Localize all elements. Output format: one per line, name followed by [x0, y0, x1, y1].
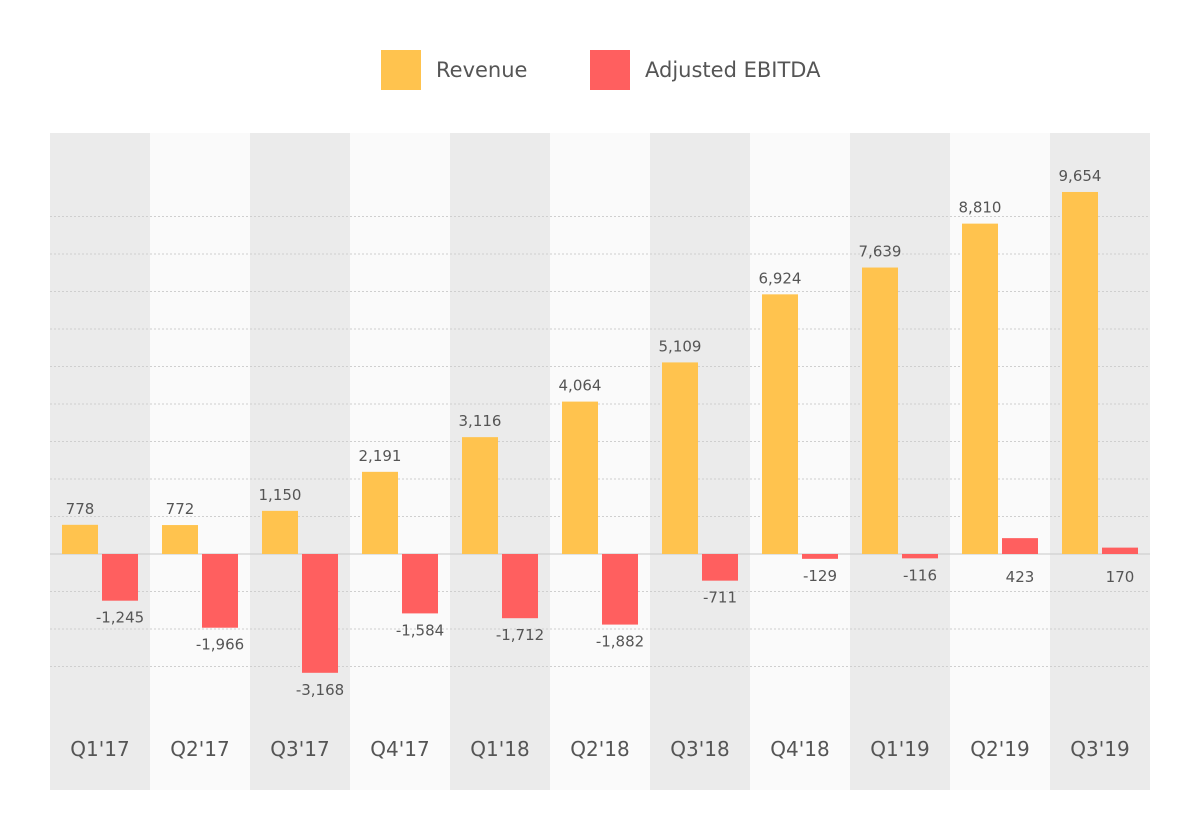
value-label-revenue-q4-18: 6,924	[759, 269, 802, 287]
category-label-q2-18: Q2'18	[570, 737, 629, 761]
bar-adjusted-ebitda-q3-18	[702, 554, 738, 581]
category-label-q3-19: Q3'19	[1070, 737, 1129, 761]
bar-adjusted-ebitda-q4-18	[802, 554, 838, 559]
value-label-adjusted-ebitda-q4-18: -129	[803, 567, 837, 585]
value-label-revenue-q3-17: 1,150	[259, 486, 302, 504]
bar-adjusted-ebitda-q3-17	[302, 554, 338, 673]
bar-revenue-q3-17	[262, 510, 298, 554]
bar-revenue-q1-19	[862, 267, 898, 554]
category-label-q3-17: Q3'17	[270, 737, 329, 761]
legend-swatch-revenue	[381, 50, 421, 90]
bars	[62, 191, 1138, 673]
category-label-q2-17: Q2'17	[170, 737, 229, 761]
value-label-adjusted-ebitda-q3-19: 170	[1106, 568, 1135, 586]
bar-revenue-q3-19	[1062, 191, 1098, 554]
bar-adjusted-ebitda-q4-17	[402, 554, 438, 614]
value-label-revenue-q3-19: 9,654	[1059, 167, 1102, 185]
category-label-q4-17: Q4'17	[370, 737, 429, 761]
value-label-revenue-q2-17: 772	[166, 500, 195, 518]
category-label-q3-18: Q3'18	[670, 737, 729, 761]
value-label-revenue-q4-17: 2,191	[359, 447, 402, 465]
band-q1-17	[50, 133, 150, 790]
value-label-adjusted-ebitda-q3-18: -711	[703, 589, 737, 607]
value-label-adjusted-ebitda-q2-18: -1,882	[596, 633, 644, 651]
bar-revenue-q1-17	[62, 524, 98, 554]
bar-adjusted-ebitda-q1-19	[902, 554, 938, 559]
value-label-revenue-q2-19: 8,810	[959, 199, 1002, 217]
value-label-revenue-q1-19: 7,639	[859, 243, 902, 261]
bar-adjusted-ebitda-q3-19	[1102, 547, 1138, 554]
category-label-q1-18: Q1'18	[470, 737, 529, 761]
value-label-revenue-q2-18: 4,064	[559, 377, 602, 395]
value-label-adjusted-ebitda-q2-19: 423	[1006, 568, 1035, 586]
legend-label-adjusted-ebitda: Adjusted EBITDA	[645, 58, 821, 82]
bar-adjusted-ebitda-q2-19	[1002, 538, 1038, 554]
value-label-adjusted-ebitda-q3-17: -3,168	[296, 681, 344, 699]
legend-swatch-adjusted-ebitda	[590, 50, 630, 90]
bar-adjusted-ebitda-q2-17	[202, 554, 238, 628]
bar-adjusted-ebitda-q1-17	[102, 554, 138, 601]
bar-revenue-q2-17	[162, 525, 198, 554]
value-label-revenue-q1-17: 778	[66, 500, 95, 518]
legend-label-revenue: Revenue	[436, 58, 527, 82]
bar-revenue-q3-18	[662, 362, 698, 554]
bar-revenue-q4-17	[362, 471, 398, 554]
bar-revenue-q2-18	[562, 401, 598, 554]
value-label-adjusted-ebitda-q1-17: -1,245	[96, 609, 144, 627]
bar-revenue-q4-18	[762, 294, 798, 554]
value-label-adjusted-ebitda-q1-19: -116	[903, 566, 937, 584]
bar-adjusted-ebitda-q2-18	[602, 554, 638, 625]
value-label-revenue-q1-18: 3,116	[459, 412, 502, 430]
category-label-q2-19: Q2'19	[970, 737, 1029, 761]
value-label-adjusted-ebitda-q2-17: -1,966	[196, 636, 244, 654]
value-label-adjusted-ebitda-q1-18: -1,712	[496, 626, 544, 644]
legend: Revenue Adjusted EBITDA	[381, 50, 821, 90]
category-label-q1-17: Q1'17	[70, 737, 129, 761]
band-q4-17	[350, 133, 450, 790]
band-q2-17	[150, 133, 250, 790]
category-label-q4-18: Q4'18	[770, 737, 829, 761]
bar-revenue-q1-18	[462, 437, 498, 554]
band-q3-17	[250, 133, 350, 790]
value-labels: 778 -1,245 772 -1,966 1,150 -3,168 2,191 -1,584…	[66, 167, 1135, 699]
value-label-adjusted-ebitda-q4-17: -1,584	[396, 621, 444, 639]
category-labels: Q1'17 Q2'17 Q3'17 Q4'17 Q1'18 Q2'18 Q3'18 Q4'18…	[70, 737, 1129, 761]
bar-adjusted-ebitda-q1-18	[502, 554, 538, 619]
category-label-q1-19: Q1'19	[870, 737, 929, 761]
value-label-revenue-q3-18: 5,109	[659, 337, 702, 355]
bar-revenue-q2-19	[962, 223, 998, 554]
